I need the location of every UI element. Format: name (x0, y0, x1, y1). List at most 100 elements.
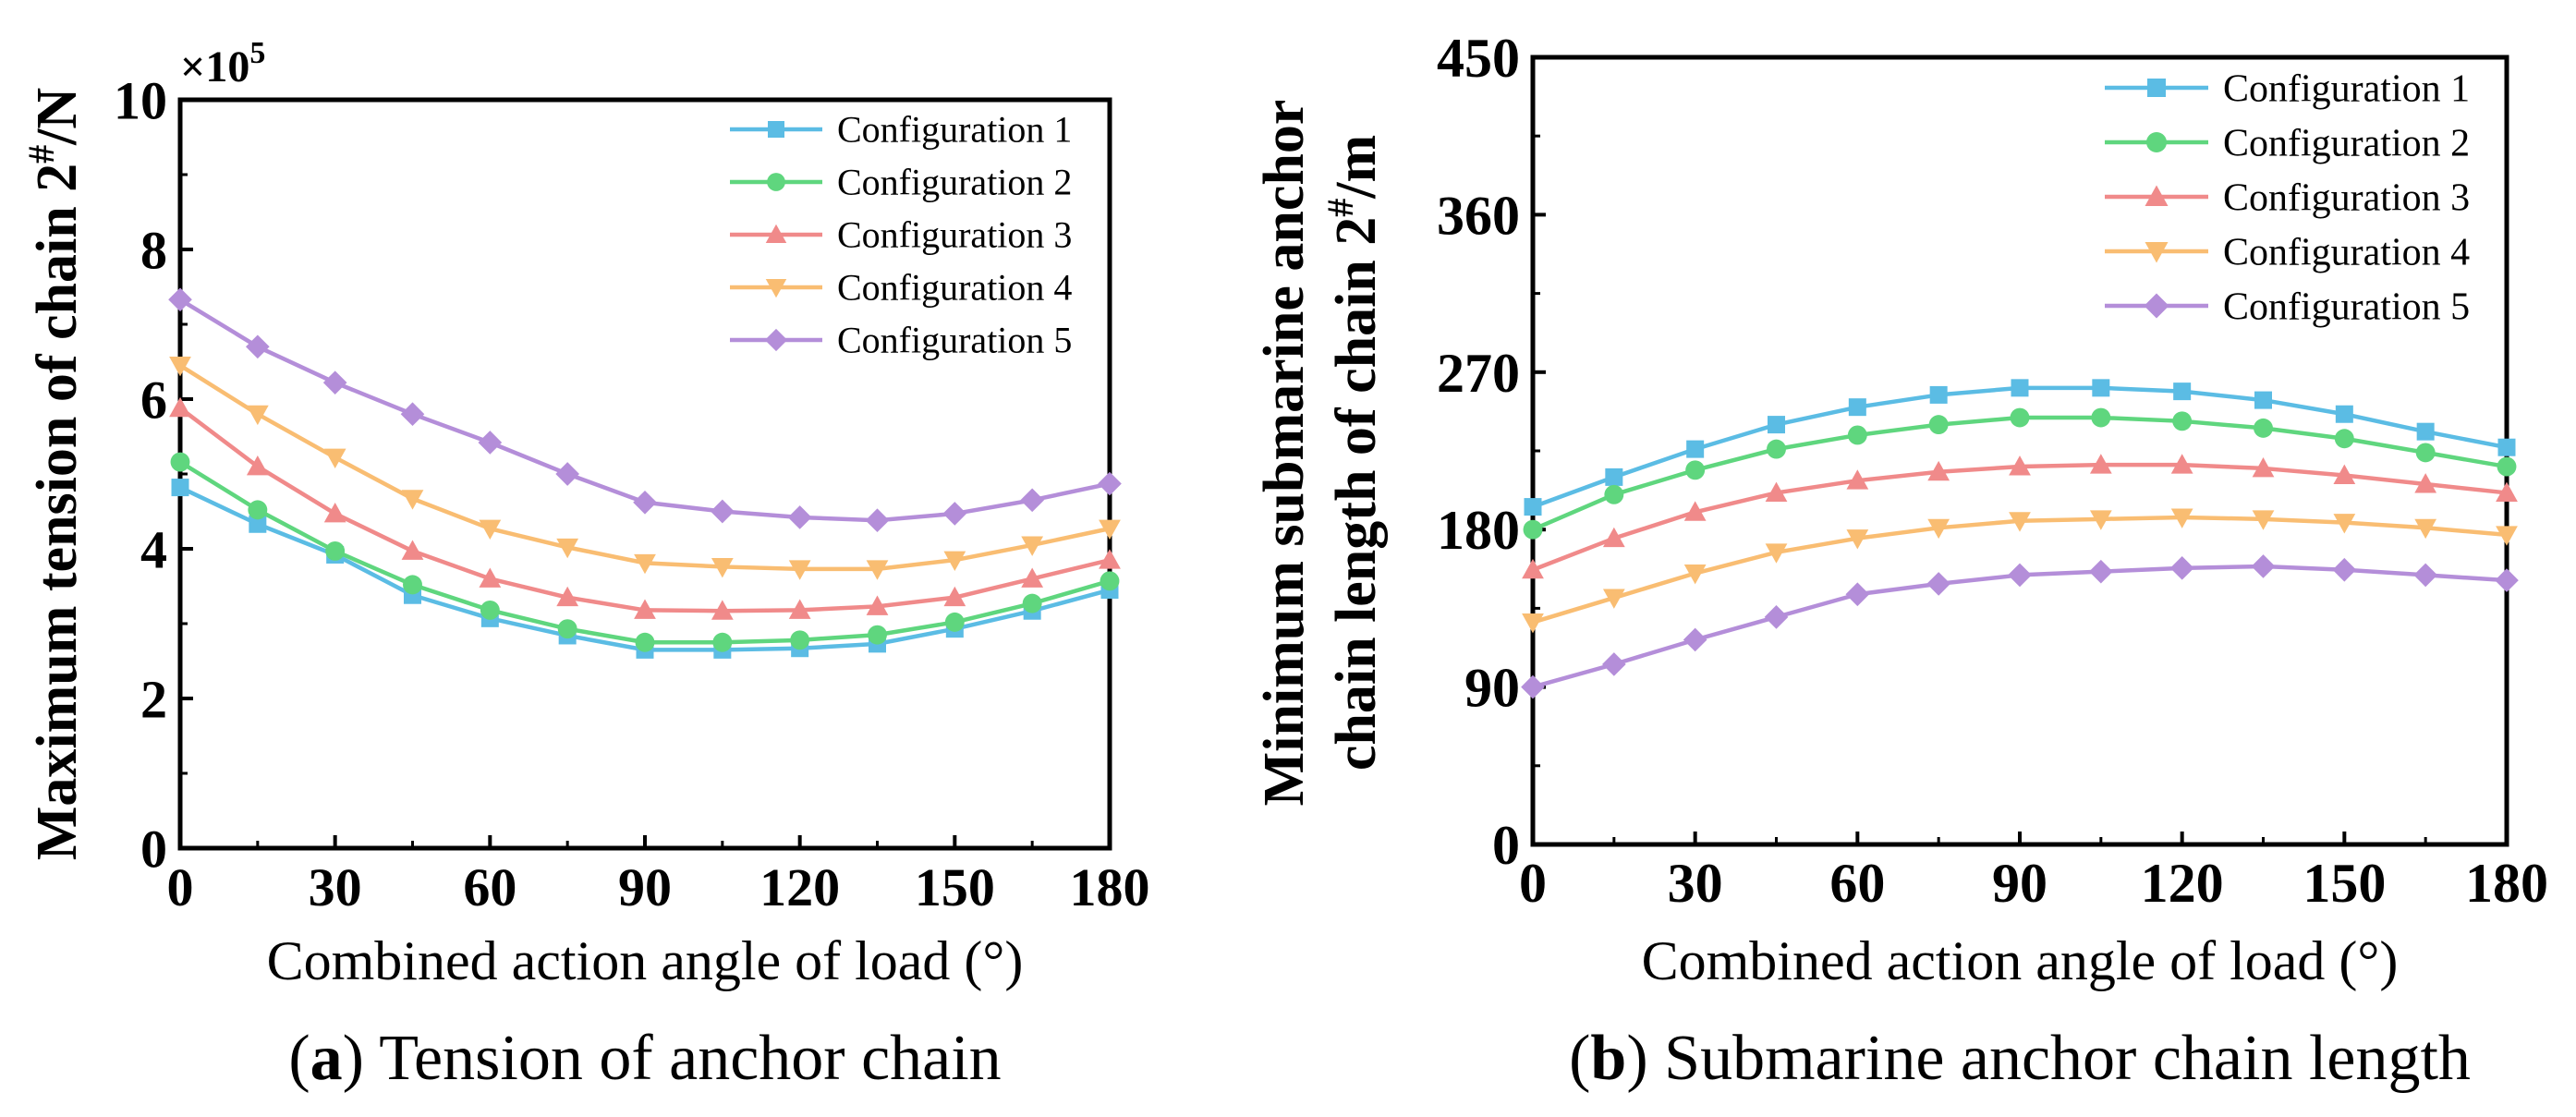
x-tick-label: 0 (1519, 853, 1547, 914)
legend-marker-config-4 (2145, 242, 2169, 263)
data-point-config-1 (2497, 438, 2516, 456)
data-point-config-4 (634, 553, 656, 575)
legend-marker-config-3 (2145, 185, 2169, 206)
data-point-config-5 (478, 431, 503, 455)
legend-marker-config-2 (2146, 132, 2167, 152)
data-point-config-5 (1683, 627, 1707, 652)
x-tick-label: 120 (759, 857, 840, 917)
data-point-config-3 (788, 599, 811, 619)
panel-b-length-chart: 0 30 60 90 120 150 180 0 90 180 270 360 450 Configur… (1253, 28, 2548, 1094)
data-point-config-3 (711, 600, 734, 620)
caption-a: (a) Tension of anchor chain (288, 1023, 1001, 1094)
data-point-config-5 (168, 287, 192, 312)
y-tick-label: 2 (140, 669, 167, 729)
legend: Configuration 1 Configuration 2 Configurat… (2105, 67, 2470, 328)
data-point-config-2 (790, 630, 810, 650)
legend-marker-config-3 (765, 224, 787, 243)
data-point-config-5 (2251, 554, 2276, 578)
axis-ticks: 0 30 60 90 120 150 180 0 90 180 270 360 450 (1437, 28, 2548, 914)
data-point-config-4 (2333, 514, 2356, 534)
data-point-config-5 (555, 462, 579, 486)
x-tick-label: 90 (1992, 853, 2047, 914)
data-point-config-2 (1523, 519, 1543, 540)
data-point-config-4 (1846, 529, 1869, 550)
data-point-config-3 (2414, 473, 2437, 493)
data-point-config-4 (1927, 518, 1950, 540)
data-point-config-1 (2416, 422, 2435, 441)
data-point-config-2 (248, 500, 268, 520)
data-point-config-3 (169, 396, 191, 418)
legend-marker-config-1 (768, 121, 784, 138)
data-point-config-1 (1605, 467, 1623, 486)
data-point-config-2 (1604, 484, 1624, 504)
x-tick-label: 120 (2141, 853, 2224, 914)
data-point-config-2 (2254, 418, 2273, 438)
data-point-config-3 (2252, 457, 2275, 478)
x-tick-label: 30 (309, 857, 362, 917)
data-point-config-5 (2495, 568, 2519, 592)
data-point-config-4 (246, 405, 269, 426)
legend-label-config-4: Configuration 4 (837, 267, 1072, 309)
legend-marker-config-5 (764, 328, 788, 352)
legend-marker-config-1 (2147, 79, 2166, 97)
x-tick-label: 180 (2465, 853, 2548, 914)
data-point-config-3 (246, 455, 269, 476)
data-point-config-3 (2089, 454, 2112, 474)
data-point-config-5 (1926, 572, 1950, 596)
legend-label-config-5: Configuration 5 (2223, 285, 2470, 328)
data-point-config-5 (2332, 557, 2357, 582)
data-point-config-3 (1099, 549, 1121, 569)
data-point-config-1 (2335, 405, 2353, 423)
y-tick-label: 270 (1437, 343, 1520, 404)
data-point-config-5 (633, 490, 657, 515)
y-tick-label: 360 (1437, 185, 1520, 246)
data-point-config-2 (1767, 439, 1786, 459)
legend-label-config-3: Configuration 3 (2223, 176, 2470, 219)
data-point-config-5 (246, 334, 270, 359)
data-point-config-2 (2415, 443, 2436, 463)
data-point-config-4 (788, 560, 811, 580)
series-layer (1521, 379, 2519, 699)
y-tick-label: 4 (140, 519, 167, 579)
y-tick-label: 450 (1437, 28, 1520, 89)
data-point-config-3 (556, 586, 579, 607)
x-tick-label: 180 (1070, 857, 1150, 917)
data-point-config-2 (1100, 571, 1120, 591)
data-point-config-4 (2009, 512, 2031, 532)
series-line-config-4 (178, 363, 1111, 572)
data-point-config-5 (2413, 563, 2437, 588)
data-point-config-4 (943, 551, 966, 572)
data-point-config-4 (711, 557, 734, 578)
data-point-config-3 (2496, 481, 2518, 502)
data-point-config-5 (322, 370, 347, 395)
x-tick-label: 0 (167, 857, 194, 917)
data-point-config-3 (2170, 454, 2193, 474)
data-point-config-1 (2092, 379, 2110, 397)
data-point-config-2 (1847, 425, 1867, 445)
data-point-config-4 (866, 560, 889, 580)
data-point-config-3 (1846, 469, 1869, 490)
data-point-config-1 (2173, 382, 2192, 401)
data-point-config-3 (479, 567, 502, 588)
y-axis-title: Maximum tension of chain 2#/N (20, 88, 89, 860)
data-point-config-4 (169, 357, 191, 377)
data-point-config-1 (2254, 391, 2272, 409)
x-tick-label: 30 (1668, 853, 1723, 914)
data-point-config-4 (556, 538, 579, 559)
y-axis-multiplier: ×105 (180, 36, 265, 91)
data-point-config-5 (1020, 488, 1044, 513)
data-point-config-3 (1927, 460, 1950, 481)
data-point-config-2 (2172, 411, 2193, 431)
y-tick-label: 0 (140, 819, 167, 879)
data-point-config-2 (2091, 407, 2111, 428)
data-point-config-3 (1602, 527, 1625, 548)
y-axis-title-line2: chain length of chain 2#/m (1319, 135, 1388, 771)
series-line-config-1 (1532, 385, 2508, 509)
data-point-config-5 (1521, 674, 1545, 699)
data-point-config-3 (2333, 464, 2356, 485)
data-point-config-5 (2089, 559, 2113, 584)
data-point-config-4 (1602, 589, 1625, 609)
data-point-config-2 (2334, 429, 2354, 449)
